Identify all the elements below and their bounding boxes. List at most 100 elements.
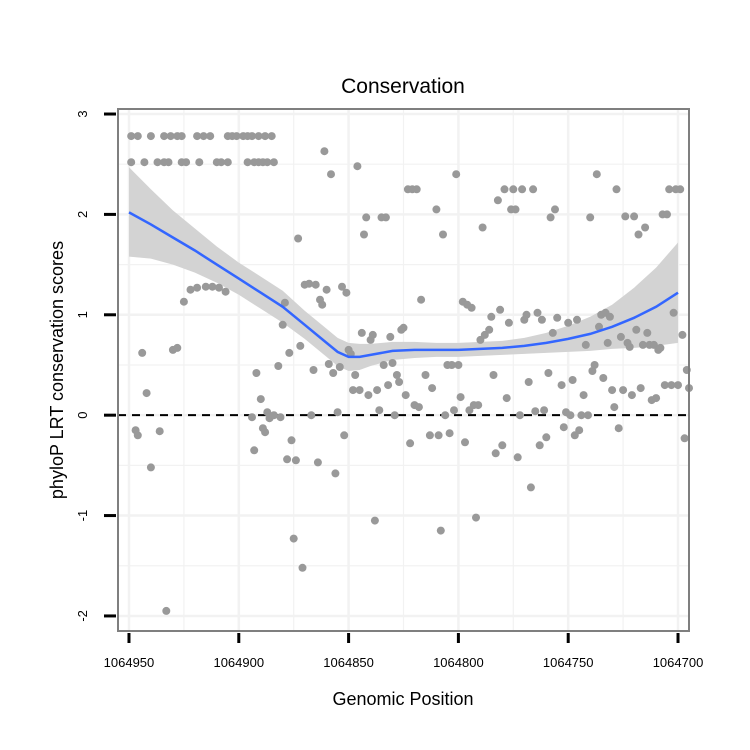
data-point	[370, 516, 379, 525]
data-point	[296, 341, 305, 350]
data-point	[368, 330, 377, 339]
data-point	[267, 132, 276, 141]
data-point	[614, 424, 623, 433]
data-point	[193, 283, 202, 292]
data-point	[208, 282, 217, 291]
data-point	[498, 441, 507, 450]
data-point	[656, 343, 665, 352]
data-point	[425, 431, 434, 440]
data-point	[318, 300, 327, 309]
data-point	[612, 185, 621, 194]
data-point	[491, 449, 500, 458]
data-point	[263, 158, 272, 167]
data-point	[133, 431, 142, 440]
data-point	[412, 185, 421, 194]
data-point	[680, 434, 689, 443]
data-point	[524, 378, 533, 386]
data-point	[537, 315, 546, 324]
data-point	[592, 170, 601, 179]
data-point	[544, 369, 553, 377]
y-tick-label: 3	[75, 110, 90, 117]
data-point	[641, 223, 650, 232]
data-point	[579, 391, 588, 400]
data-point	[254, 132, 263, 141]
data-point	[557, 381, 566, 390]
data-point	[278, 320, 287, 329]
x-tick-label: 1064900	[213, 655, 264, 670]
data-point	[305, 279, 314, 288]
data-points	[127, 132, 693, 615]
data-point	[432, 205, 441, 214]
data-point	[360, 230, 368, 239]
data-point	[388, 359, 397, 367]
data-point	[652, 394, 661, 403]
data-point	[590, 361, 599, 369]
data-point	[309, 366, 318, 374]
data-point	[564, 318, 573, 327]
data-point	[546, 213, 555, 222]
x-tick-label: 1064850	[323, 655, 374, 670]
data-point	[575, 426, 584, 435]
data-point	[669, 308, 678, 317]
data-point	[248, 132, 256, 141]
data-point	[667, 381, 676, 390]
data-point	[559, 423, 568, 432]
data-point	[142, 389, 151, 398]
data-point	[140, 158, 149, 167]
data-point	[287, 436, 296, 445]
data-point	[500, 185, 509, 194]
data-point	[573, 315, 581, 324]
x-axis-label: Genomic Position	[332, 689, 473, 709]
data-point	[610, 403, 619, 412]
data-point	[256, 395, 265, 404]
data-point	[160, 132, 169, 141]
data-point	[454, 361, 463, 369]
data-point	[269, 158, 278, 167]
data-point	[531, 407, 540, 416]
data-point	[632, 325, 641, 334]
data-point	[201, 282, 210, 291]
data-point	[155, 427, 164, 436]
x-axis: 1064950 1064900 1064850 1064800 1064750 10647…	[104, 633, 703, 670]
data-point	[551, 205, 559, 214]
data-point	[608, 386, 617, 395]
data-point	[535, 441, 544, 450]
data-point	[496, 305, 505, 314]
data-point	[529, 185, 538, 194]
data-point	[280, 298, 289, 307]
data-point	[193, 132, 202, 141]
data-point	[533, 308, 542, 317]
data-point	[502, 394, 511, 403]
data-point	[384, 381, 393, 390]
data-point	[320, 147, 329, 156]
data-point	[414, 403, 423, 412]
data-point	[331, 469, 340, 478]
data-point	[406, 439, 415, 448]
data-point	[605, 312, 614, 321]
data-point	[577, 411, 586, 420]
data-point	[133, 132, 142, 141]
data-point	[261, 428, 270, 437]
data-point	[487, 312, 496, 321]
data-point	[630, 212, 639, 221]
data-point	[660, 381, 669, 390]
chart-title: Conservation	[341, 75, 465, 98]
data-point	[513, 453, 522, 462]
data-point	[269, 411, 278, 420]
data-point	[146, 132, 155, 141]
data-point	[186, 285, 195, 294]
data-point	[342, 288, 351, 297]
data-point	[362, 213, 371, 222]
data-point	[173, 343, 182, 352]
data-point	[401, 391, 410, 400]
data-point	[395, 378, 404, 386]
data-point	[335, 363, 344, 371]
data-point	[338, 282, 346, 291]
data-point	[493, 196, 502, 205]
data-point	[542, 433, 551, 442]
data-point	[381, 213, 390, 222]
data-point	[294, 234, 303, 243]
data-point	[199, 132, 208, 141]
data-point	[421, 371, 430, 379]
data-point	[364, 391, 373, 400]
